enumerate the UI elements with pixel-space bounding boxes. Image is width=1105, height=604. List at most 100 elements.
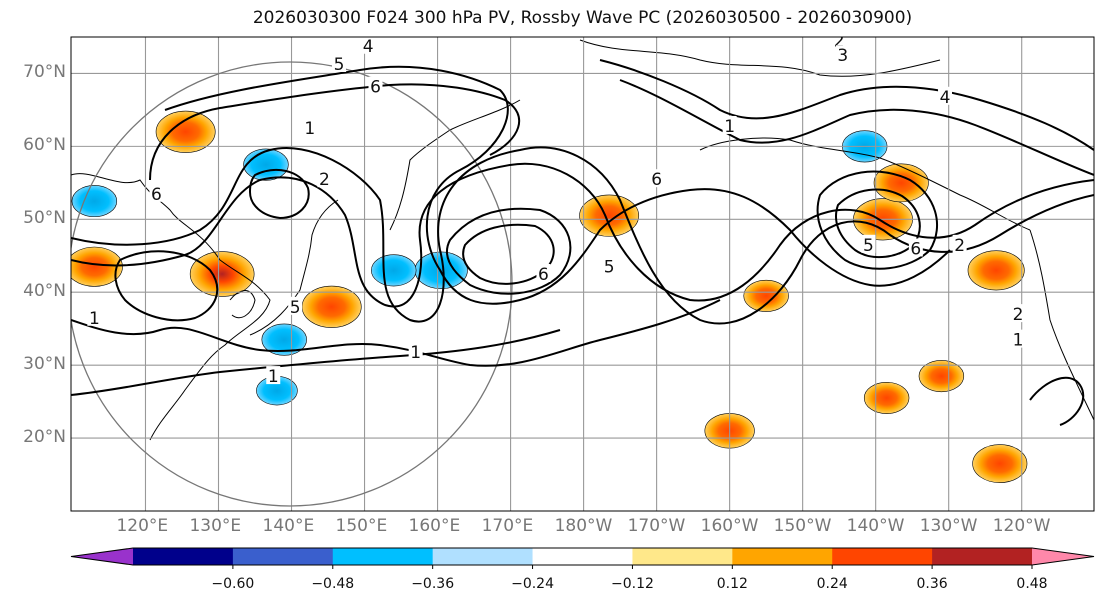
negative-anomaly: [371, 254, 417, 287]
contour-label: 6: [910, 239, 921, 259]
coastline-kamchatka: [389, 99, 521, 231]
map-frame: [70, 36, 1095, 512]
longitude-label: 130°W: [919, 516, 978, 536]
contour-label: 2: [1013, 305, 1024, 325]
contour-label-bg: [835, 45, 850, 64]
latitude-label: 20°N: [23, 427, 66, 448]
pv-contour: [619, 79, 1094, 176]
positive-anomaly: [967, 250, 1025, 291]
colorbar-swatch: [432, 548, 534, 565]
contour-label-bg: [938, 86, 953, 105]
longitude-label: 160°E: [408, 516, 461, 536]
contour-label-bg: [368, 76, 383, 95]
latitude-label: 40°N: [23, 281, 66, 302]
colorbar-swatch: [932, 548, 1033, 565]
negative-anomaly: [243, 148, 289, 181]
negative-anomaly: [71, 185, 118, 218]
pv-contour: [816, 170, 939, 270]
longitude-label: 150°E: [335, 516, 388, 536]
colorbar-tick-label: 0.48: [1016, 576, 1048, 592]
contour-label: 1: [304, 119, 315, 139]
pv-contour: [71, 162, 1094, 308]
positive-anomaly: [863, 381, 910, 414]
latitude-label: 70°N: [23, 62, 66, 83]
colorbar-swatch: [732, 548, 833, 565]
colorbar: [70, 547, 1095, 569]
coastline-japan: [249, 199, 339, 336]
contour-label: 6: [370, 78, 381, 98]
positive-anomaly: [579, 194, 640, 237]
longitude-label: 120°E: [116, 516, 169, 536]
contour-label-bg: [288, 296, 303, 315]
contour-label: 2: [319, 170, 330, 190]
latitude-label: 50°N: [23, 208, 66, 229]
contour-label: 2: [954, 236, 965, 256]
colorbar-extend-low: [71, 548, 133, 565]
contour-label: 2: [834, 32, 845, 52]
latitude-label: 60°N: [23, 135, 66, 156]
colorbar-tick-label: −0.48: [311, 576, 355, 592]
contour-label-bg: [361, 37, 376, 54]
coastline-alaska: [699, 137, 1031, 231]
contour-label-bg: [602, 256, 617, 275]
colorbar-swatch: [232, 548, 334, 565]
longitude-label: 120°W: [992, 516, 1051, 536]
contour-label: 6: [651, 170, 662, 190]
contour-label: 4: [363, 37, 374, 57]
contour-label-bg: [1011, 304, 1026, 323]
colorbar-swatch: [632, 548, 733, 565]
colorbar-tick-label: −0.12: [610, 576, 654, 592]
longitude-label: 150°W: [773, 516, 832, 536]
gridlines: [71, 37, 1094, 511]
contour-label-bg: [649, 169, 664, 188]
map-title: 2026030300 F024 300 hPa PV, Rossby Wave …: [252, 8, 913, 28]
contour-label-bg: [266, 366, 281, 385]
colorbar-outline: [70, 547, 1095, 566]
contour-label-bg: [908, 238, 923, 257]
contour-label-bg: [536, 264, 551, 282]
positive-anomaly: [918, 360, 965, 393]
positive-anomaly: [972, 444, 1028, 483]
contour-label-bg: [832, 37, 847, 49]
pv-contour: [445, 207, 572, 295]
colorbar-tick-label: 0.12: [716, 576, 748, 592]
contour-label-bg: [1011, 329, 1026, 348]
pv-contour: [114, 250, 219, 322]
pv-contour: [599, 59, 1094, 151]
contour-label: 5: [290, 298, 301, 318]
contour-label-bg: [317, 169, 332, 188]
contour-label-bg: [149, 183, 164, 202]
contour-label: 6: [538, 265, 549, 285]
longitude-label: 170°E: [481, 516, 534, 536]
contour-label: 6: [151, 185, 162, 205]
contour-label-bg: [408, 342, 423, 361]
contour-label: 1: [1013, 331, 1024, 351]
coastline-korea: [229, 290, 256, 319]
positive-anomaly: [743, 279, 789, 312]
pv-contour: [71, 329, 561, 396]
contour-label: 1: [268, 367, 279, 387]
colorbar-swatch: [332, 548, 434, 565]
pv-contour: [71, 146, 1094, 325]
contour-label: 5: [863, 236, 874, 256]
contour-label: 1: [89, 309, 100, 329]
colorbar-swatch: [532, 548, 633, 565]
contour-label-bg: [861, 234, 876, 253]
coastline-north-america: [1029, 229, 1094, 421]
contour-label-bg: [302, 118, 317, 137]
contour-label: 5: [604, 258, 615, 278]
pv-contour: [71, 299, 721, 367]
colorbar-tick-label: −0.24: [511, 576, 554, 592]
longitude-label: 140°W: [846, 516, 905, 536]
contour-label: 1: [724, 117, 735, 137]
latitude-label: 30°N: [23, 354, 66, 375]
positive-anomaly: [155, 110, 216, 153]
longitude-label: 160°W: [700, 516, 759, 536]
contour-label-bg: [722, 115, 737, 134]
colorbar-extend-high: [1032, 548, 1094, 565]
contour-label-bg: [331, 53, 346, 72]
contour-label: 1: [410, 343, 421, 363]
longitude-label: 130°E: [189, 516, 242, 536]
